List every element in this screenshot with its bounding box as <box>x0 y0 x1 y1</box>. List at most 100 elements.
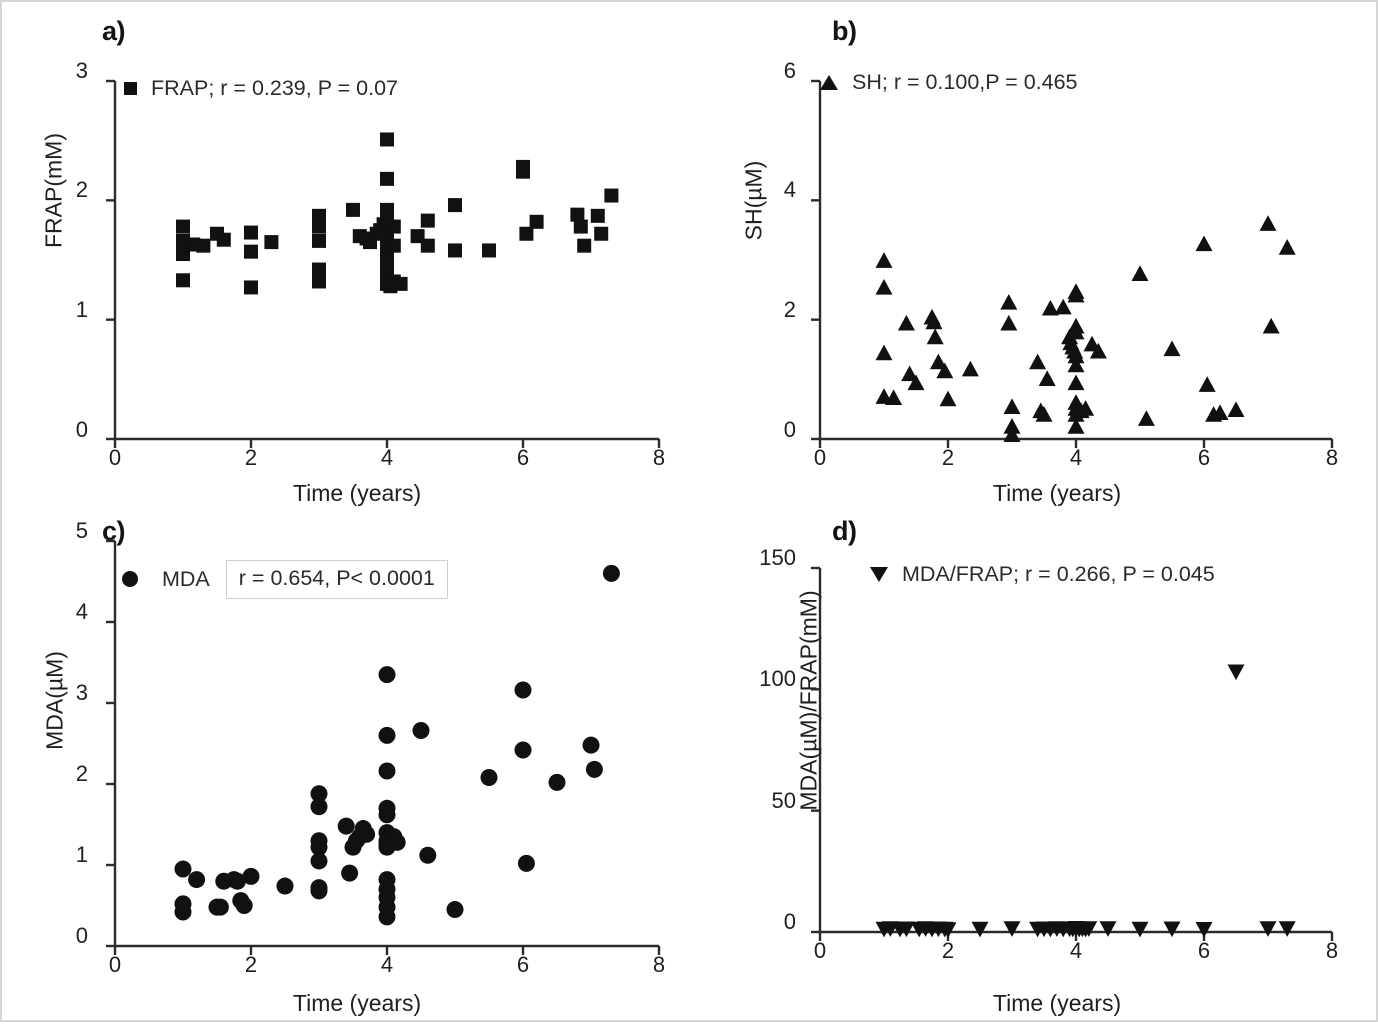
data-point <box>1003 418 1021 434</box>
panel-b-xtick-2: 2 <box>941 445 955 470</box>
panel-c-xtick-8: 8 <box>652 952 666 977</box>
data-point <box>337 817 355 835</box>
panel-a-ytick-3: 3 <box>75 58 88 83</box>
panel-b-plot <box>811 79 1334 448</box>
data-point <box>1041 299 1059 316</box>
data-point <box>380 171 394 186</box>
data-point <box>1003 921 1021 937</box>
panel-d-ytick-150: 150 <box>759 545 796 570</box>
data-point <box>1262 317 1280 334</box>
panel-c-xtick-6: 6 <box>516 952 530 977</box>
data-point <box>1038 370 1056 386</box>
data-point <box>378 666 396 684</box>
data-point <box>529 214 544 229</box>
data-point <box>897 921 915 938</box>
panel-d-legend-label: MDA/FRAP; r = 0.266, P = 0.045 <box>902 562 1215 586</box>
data-point <box>570 207 585 222</box>
data-point <box>1195 921 1213 938</box>
data-point <box>176 219 190 234</box>
data-point <box>939 922 957 938</box>
panel-c-xtick-0: 0 <box>108 952 122 977</box>
panel-a-xtick-8: 8 <box>652 445 666 470</box>
panel-c-ytick-4: 4 <box>75 599 88 624</box>
panel-d-x-axis-title: Time (years) <box>992 990 1122 1016</box>
panel-a-xtick-4: 4 <box>380 445 394 470</box>
data-point <box>244 280 258 295</box>
filled-circle-icon <box>122 571 138 588</box>
data-point <box>174 903 192 921</box>
data-point <box>1000 314 1018 331</box>
data-point <box>1227 401 1245 417</box>
panel-b-x-axis-title: Time (years) <box>992 480 1122 506</box>
panel-d-legend: MDA/FRAP; r = 0.266, P = 0.045 <box>870 562 1215 586</box>
data-point <box>936 362 954 379</box>
data-point <box>174 860 192 878</box>
data-point <box>517 854 535 872</box>
data-point <box>1131 265 1149 281</box>
data-point <box>310 882 328 900</box>
panel-a-xtick-6: 6 <box>516 445 530 470</box>
data-point <box>378 762 396 780</box>
panel-d-xtick-8: 8 <box>1325 938 1339 963</box>
data-point <box>176 273 190 288</box>
data-point <box>448 243 462 258</box>
data-point <box>228 872 246 890</box>
data-point <box>875 344 893 361</box>
data-point <box>419 846 437 864</box>
data-point <box>1067 356 1085 373</box>
data-point <box>482 243 496 258</box>
panel-a-ytick-1: 1 <box>75 297 88 322</box>
panel-a-xtick-2: 2 <box>244 445 258 470</box>
panel-d-ytick-0: 0 <box>783 909 796 934</box>
panel-b-legend: SH; r = 0.100,P = 0.465 <box>820 71 1078 94</box>
data-point <box>420 238 435 253</box>
data-point <box>514 681 532 699</box>
data-point <box>480 769 498 787</box>
data-point <box>577 238 592 253</box>
panel-d-letter: d) <box>832 516 857 546</box>
data-point <box>378 908 396 926</box>
data-point <box>1067 418 1085 434</box>
data-point <box>1080 921 1098 937</box>
data-point <box>1077 400 1095 416</box>
data-point <box>516 164 530 179</box>
panel-d: d) MDA/FRAP; r = 0.266, P = 0.045 MDA(µM… <box>702 502 1378 1024</box>
data-point <box>1054 298 1072 315</box>
filled-square-icon <box>124 82 137 96</box>
data-point <box>929 353 947 370</box>
data-point <box>1259 215 1277 231</box>
data-point <box>875 252 893 268</box>
panel-b-xtick-4: 4 <box>1069 445 1083 470</box>
data-point <box>393 276 408 291</box>
panel-b-xtick-6: 6 <box>1197 445 1211 470</box>
data-point <box>594 226 609 241</box>
data-point <box>1067 347 1085 364</box>
data-point <box>312 219 326 234</box>
data-point <box>386 238 401 253</box>
panel-d-xtick-4: 4 <box>1069 938 1083 963</box>
data-point <box>196 238 211 253</box>
data-point <box>1089 342 1107 359</box>
data-point <box>310 852 328 870</box>
data-point <box>961 360 979 377</box>
data-point <box>519 226 534 241</box>
data-point <box>1067 374 1085 391</box>
data-point <box>971 921 989 938</box>
data-point <box>1278 921 1296 937</box>
data-point <box>235 897 253 914</box>
data-point <box>386 219 401 234</box>
data-point <box>1067 323 1085 340</box>
panel-d-xtick-6: 6 <box>1197 938 1211 963</box>
data-point <box>358 825 376 843</box>
panel-d-ytick-50: 50 <box>771 788 796 813</box>
data-point <box>1278 239 1296 255</box>
panel-b-xtick-0: 0 <box>813 445 827 470</box>
panel-b-ytick-6: 6 <box>783 58 796 83</box>
data-point <box>346 202 360 217</box>
data-point <box>1035 406 1053 422</box>
panel-c: c) MDA r = 0.654, P< 0.0001 MDA(µM) Time… <box>2 502 702 1024</box>
data-point <box>312 233 326 248</box>
data-point <box>907 374 925 391</box>
panel-c-ytick-5: 5 <box>75 518 88 543</box>
data-point <box>1163 921 1181 938</box>
